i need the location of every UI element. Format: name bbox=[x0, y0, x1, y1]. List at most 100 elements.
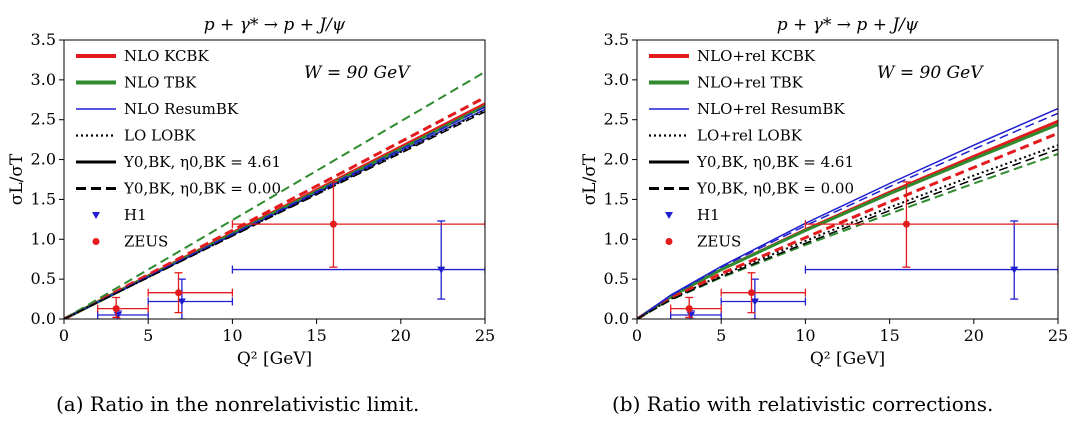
x-tick-label: 15 bbox=[306, 326, 326, 345]
y-tick-label: 2.0 bbox=[604, 150, 629, 169]
legend-label: Y0,BK, η0,BK = 0.00 bbox=[696, 180, 854, 198]
y-axis-label: σL/σT bbox=[580, 153, 600, 205]
legend-entry: NLO ResumBK bbox=[76, 100, 239, 118]
legend-label: LO+rel LOBK bbox=[697, 127, 803, 145]
y-tick-label: 2.0 bbox=[31, 150, 56, 169]
y-tick-label: 1.0 bbox=[604, 229, 629, 248]
legend-label: NLO+rel ResumBK bbox=[697, 100, 845, 118]
x-tick-label: 25 bbox=[1048, 326, 1068, 345]
caption-b: (b) Ratio with relativistic corrections. bbox=[612, 392, 994, 416]
x-tick-label: 15 bbox=[879, 326, 899, 345]
energy-annotation: W = 90 GeV bbox=[877, 63, 984, 83]
legend-label: Y0,BK, η0,BK = 4.61 bbox=[123, 153, 281, 171]
legend-entry: Y0,BK, η0,BK = 4.61 bbox=[76, 153, 281, 171]
plot-frame bbox=[636, 39, 1059, 320]
chart-title: p + γ* → p + J/ψ bbox=[204, 15, 346, 35]
legend-entry: NLO+rel KCBK bbox=[649, 47, 816, 65]
y-tick-label: 2.5 bbox=[604, 110, 629, 129]
figure-canvas: 0 5 10 15 20 25 0.0 0.5 1.0 1.5 2.0 2.5 3.0 3.5 p + γ*… bbox=[7, 15, 1068, 369]
y-axis-label: σL/σT bbox=[7, 153, 27, 205]
legend-entry: H1 bbox=[92, 206, 147, 224]
x-tick-label: 10 bbox=[222, 326, 242, 345]
legend-label: NLO+rel TBK bbox=[697, 74, 804, 92]
x-tick-label: 5 bbox=[143, 326, 153, 345]
y-tick-label: 0.0 bbox=[604, 309, 629, 328]
series-group bbox=[637, 107, 1058, 319]
x-tick-label: 20 bbox=[964, 326, 984, 345]
h1-data-point bbox=[231, 220, 485, 300]
x-axis-label: Q² [GeV] bbox=[810, 349, 885, 369]
legend-entry: Y0,BK, η0,BK = 4.61 bbox=[649, 153, 854, 171]
h1-data-point bbox=[97, 310, 149, 319]
x-tick-label: 0 bbox=[632, 326, 642, 345]
y-tick-label: 2.5 bbox=[31, 110, 56, 129]
chart-panel-b: 0 5 10 15 20 25 0.0 0.5 1.0 1.5 2.0 2.5 3.0 3.5 p + γ*… bbox=[580, 15, 1068, 369]
y-tick-label: 3.0 bbox=[31, 70, 56, 89]
legend-entry: LO LOBK bbox=[76, 127, 196, 145]
series-line bbox=[637, 131, 1058, 319]
series-line bbox=[637, 148, 1058, 319]
zeus-data-point bbox=[720, 272, 807, 314]
legend: NLO KCBK NLO TBK NLO ResumBK LO LOBK Y0,BK, … bbox=[76, 47, 281, 251]
legend-entry: H1 bbox=[665, 206, 720, 224]
legend-label: NLO ResumBK bbox=[124, 100, 239, 118]
legend-entry: Y0,BK, η0,BK = 0.00 bbox=[649, 180, 854, 198]
plot-frame bbox=[63, 39, 486, 320]
series-group bbox=[64, 71, 485, 319]
zeus-data-point bbox=[804, 181, 1058, 268]
y-tick-label: 3.5 bbox=[31, 30, 56, 49]
legend-entry: NLO+rel TBK bbox=[649, 74, 804, 92]
legend-entry: NLO TBK bbox=[76, 74, 197, 92]
legend-label: NLO TBK bbox=[124, 74, 197, 92]
legend-entry: Y0,BK, η0,BK = 0.00 bbox=[76, 180, 281, 198]
y-tick-label: 1.5 bbox=[31, 189, 56, 208]
zeus-data-point bbox=[670, 296, 722, 319]
series-line bbox=[637, 123, 1058, 319]
series-line bbox=[637, 153, 1058, 319]
h1-data-point bbox=[804, 220, 1058, 300]
h1-data-point bbox=[720, 278, 807, 319]
zeus-data-point bbox=[97, 296, 149, 319]
zeus-data-point bbox=[147, 272, 234, 314]
series-line bbox=[637, 144, 1058, 319]
y-tick-label: 3.0 bbox=[604, 70, 629, 89]
legend-label: ZEUS bbox=[124, 233, 168, 251]
series-line bbox=[64, 71, 485, 319]
legend-label: LO LOBK bbox=[124, 127, 196, 145]
legend-label: ZEUS bbox=[697, 233, 741, 251]
legend-label: Y0,BK, η0,BK = 0.00 bbox=[123, 180, 281, 198]
series-line bbox=[64, 111, 485, 319]
legend-label: Y0,BK, η0,BK = 4.61 bbox=[696, 153, 854, 171]
legend-entry: NLO KCBK bbox=[76, 47, 209, 65]
legend-entry: NLO+rel ResumBK bbox=[649, 100, 845, 118]
x-axis-label: Q² [GeV] bbox=[237, 349, 312, 369]
chart-title: p + γ* → p + J/ψ bbox=[777, 15, 919, 35]
y-tick-label: 0.5 bbox=[604, 269, 629, 288]
legend-label: H1 bbox=[124, 206, 147, 224]
x-tick-label: 10 bbox=[795, 326, 815, 345]
legend-entry: ZEUS bbox=[665, 233, 741, 251]
legend-label: NLO+rel KCBK bbox=[697, 47, 816, 65]
y-tick-label: 1.5 bbox=[604, 189, 629, 208]
legend-entry: ZEUS bbox=[92, 233, 168, 251]
h1-data-point bbox=[147, 278, 234, 319]
x-tick-label: 0 bbox=[59, 326, 69, 345]
caption-a: (a) Ratio in the nonrelativistic limit. bbox=[56, 392, 420, 416]
x-tick-label: 5 bbox=[716, 326, 726, 345]
y-tick-label: 1.0 bbox=[31, 229, 56, 248]
chart-panel-a: 0 5 10 15 20 25 0.0 0.5 1.0 1.5 2.0 2.5 3.0 3.5 p + γ*… bbox=[7, 15, 495, 369]
series-line bbox=[64, 96, 485, 319]
x-tick-label: 25 bbox=[475, 326, 495, 345]
h1-data-point bbox=[670, 310, 722, 319]
y-tick-label: 0.0 bbox=[31, 309, 56, 328]
legend-entry: LO+rel LOBK bbox=[649, 127, 803, 145]
y-tick-label: 3.5 bbox=[604, 30, 629, 49]
zeus-data-point bbox=[231, 181, 485, 268]
x-tick-label: 20 bbox=[391, 326, 411, 345]
y-tick-label: 0.5 bbox=[31, 269, 56, 288]
legend-label: H1 bbox=[697, 206, 720, 224]
series-line bbox=[64, 109, 485, 319]
legend: NLO+rel KCBK NLO+rel TBK NLO+rel ResumBK LO… bbox=[649, 47, 854, 251]
legend-label: NLO KCBK bbox=[124, 47, 209, 65]
energy-annotation: W = 90 GeV bbox=[304, 63, 411, 83]
